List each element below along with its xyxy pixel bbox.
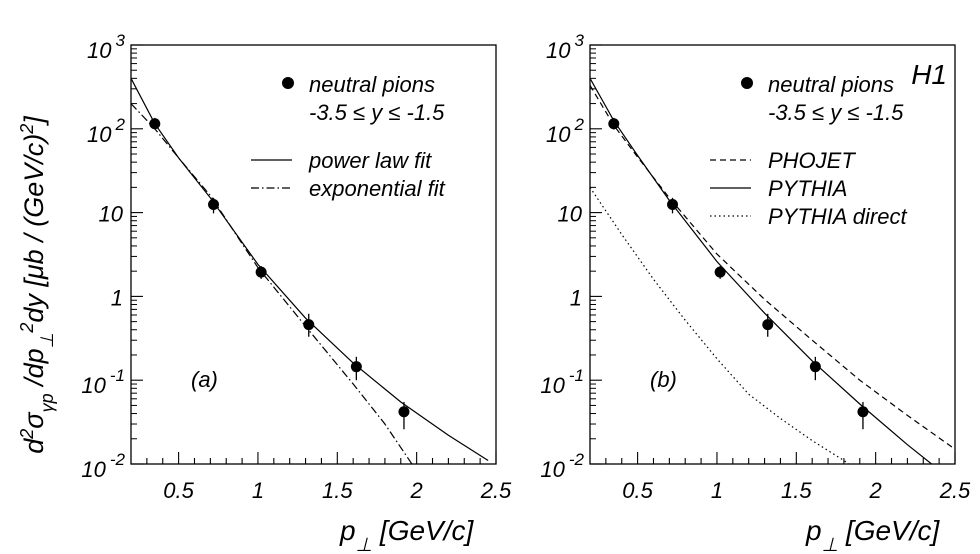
data-point (398, 406, 410, 418)
y-label-pre: d (19, 438, 49, 454)
legend-marker-neutral-pions (282, 77, 294, 89)
y-tick-label: 10 -2 (81, 450, 125, 482)
legend-label-phojet: PHOJET (768, 148, 856, 173)
y-tick-exponent: -2 (110, 450, 126, 469)
y-tick-exponent: -2 (569, 450, 585, 469)
y-label-sup2: 2 (17, 323, 37, 334)
y-tick-base: 10 (87, 38, 112, 63)
y-label-mid1: /dp (19, 348, 49, 393)
y-tick-base: 1 (570, 285, 582, 310)
x-label-main: p (805, 515, 822, 546)
y-tick-label: 1 (111, 285, 123, 310)
x-tick-label: 1 (252, 478, 264, 503)
x-label-main: p (339, 515, 356, 546)
series-line-phojet (590, 84, 955, 450)
x-tick-label: 2.5 (480, 478, 512, 503)
legend-label-pythia: PYTHIA (768, 176, 847, 201)
y-tick-label: 1 (570, 285, 582, 310)
y-tick-base: 10 (87, 122, 112, 147)
legend-label-power-law-fit: power law fit (308, 148, 432, 173)
data-point (608, 118, 620, 130)
x-tick-label: 2 (410, 478, 423, 503)
x-axis-label-a: p⊥ [GeV/c] (339, 515, 475, 554)
x-tick-label: 2.5 (939, 478, 971, 503)
panel-label: (a) (191, 367, 218, 392)
y-tick-base: 10 (540, 373, 565, 398)
plot-frame (130, 44, 497, 465)
data-point (149, 118, 161, 130)
y-label-sup1: 2 (17, 429, 37, 440)
series-line-power-law-fit (131, 78, 489, 462)
legend-label-exponential-fit: exponential fit (309, 176, 446, 201)
y-tick-base: 10 (546, 38, 571, 63)
legend-label-neutral-pions: neutral pions (768, 72, 894, 97)
data-point (303, 319, 315, 331)
y-tick-label: 10 -1 (540, 366, 584, 398)
y-axis-label: d2σγp /dp⊥2dy [μb / (GeV/c)2] (17, 115, 57, 454)
data-point (208, 198, 220, 210)
y-tick-base: 10 (546, 122, 571, 147)
x-label-sub: ⊥ (356, 535, 373, 554)
plot-frame (589, 44, 956, 465)
x-tick-label: 2 (869, 478, 882, 503)
legend-marker-neutral-pions (741, 77, 753, 89)
y-tick-base: 1 (111, 285, 123, 310)
y-tick-base: 10 (81, 373, 106, 398)
legend-label-range: -3.5 ≤ y ≤ -1.5 (309, 100, 445, 125)
y-tick-label: 10 (99, 202, 124, 227)
y-tick-label: 10 3 (546, 31, 584, 63)
data-point (762, 319, 774, 331)
series-line-pythia (590, 78, 933, 464)
x-tick-label: 1.5 (322, 478, 353, 503)
data-point (350, 361, 362, 373)
x-tick-label: 0.5 (163, 478, 194, 503)
series-line-pythia-direct (590, 187, 850, 464)
y-label-end: ] (19, 115, 49, 127)
legend: neutral pions -3.5 ≤ y ≤ -1.5 power law fi… (251, 72, 446, 201)
legend-label-neutral-pions: neutral pions (309, 72, 435, 97)
y-tick-base: 10 (540, 457, 565, 482)
x-axis-label-b: p⊥ [GeV/c] (805, 515, 941, 554)
y-tick-exponent: 3 (116, 31, 126, 50)
y-label-sub-perp: ⊥ (37, 333, 57, 349)
data-point (809, 361, 821, 373)
y-tick-label: 10 -1 (81, 366, 125, 398)
y-tick-label: 10 2 (87, 115, 125, 147)
y-tick-label: 10 3 (87, 31, 125, 63)
y-tick-label: 10 (558, 202, 583, 227)
legend-label-range: -3.5 ≤ y ≤ -1.5 (768, 100, 904, 125)
x-label-rest: [GeV/c] (838, 515, 940, 546)
data-point (667, 198, 679, 210)
experiment-label: H1 (911, 59, 947, 90)
y-tick-base: 10 (558, 202, 583, 227)
y-tick-exponent: 3 (575, 31, 585, 50)
panel-label: (b) (650, 367, 677, 392)
y-label-mid2: dy [μb / (GeV/c) (19, 134, 49, 323)
y-tick-label: 10 -2 (540, 450, 584, 482)
legend-label-pythia-direct: PYTHIA direct (768, 204, 907, 229)
x-label-rest: [GeV/c] (372, 515, 474, 546)
y-label-sup3: 2 (17, 124, 37, 135)
data-point (255, 266, 267, 278)
y-tick-base: 10 (99, 202, 124, 227)
x-tick-label: 0.5 (622, 478, 653, 503)
x-tick-label: 1.5 (781, 478, 812, 503)
y-label-sigma: σ (19, 411, 49, 429)
y-tick-base: 10 (81, 457, 106, 482)
legend: neutral pions -3.5 ≤ y ≤ -1.5 PHOJET PYTHIA… (710, 72, 907, 229)
y-tick-exponent: -1 (110, 366, 125, 385)
data-point (714, 266, 726, 278)
x-tick-label: 1 (711, 478, 723, 503)
y-tick-label: 10 2 (546, 115, 584, 147)
y-tick-exponent: 2 (574, 115, 585, 134)
x-label-sub: ⊥ (822, 535, 839, 554)
y-tick-exponent: -1 (569, 366, 584, 385)
y-label-sub-gp: γp (37, 393, 57, 412)
data-point (857, 406, 869, 418)
y-tick-exponent: 2 (115, 115, 126, 134)
